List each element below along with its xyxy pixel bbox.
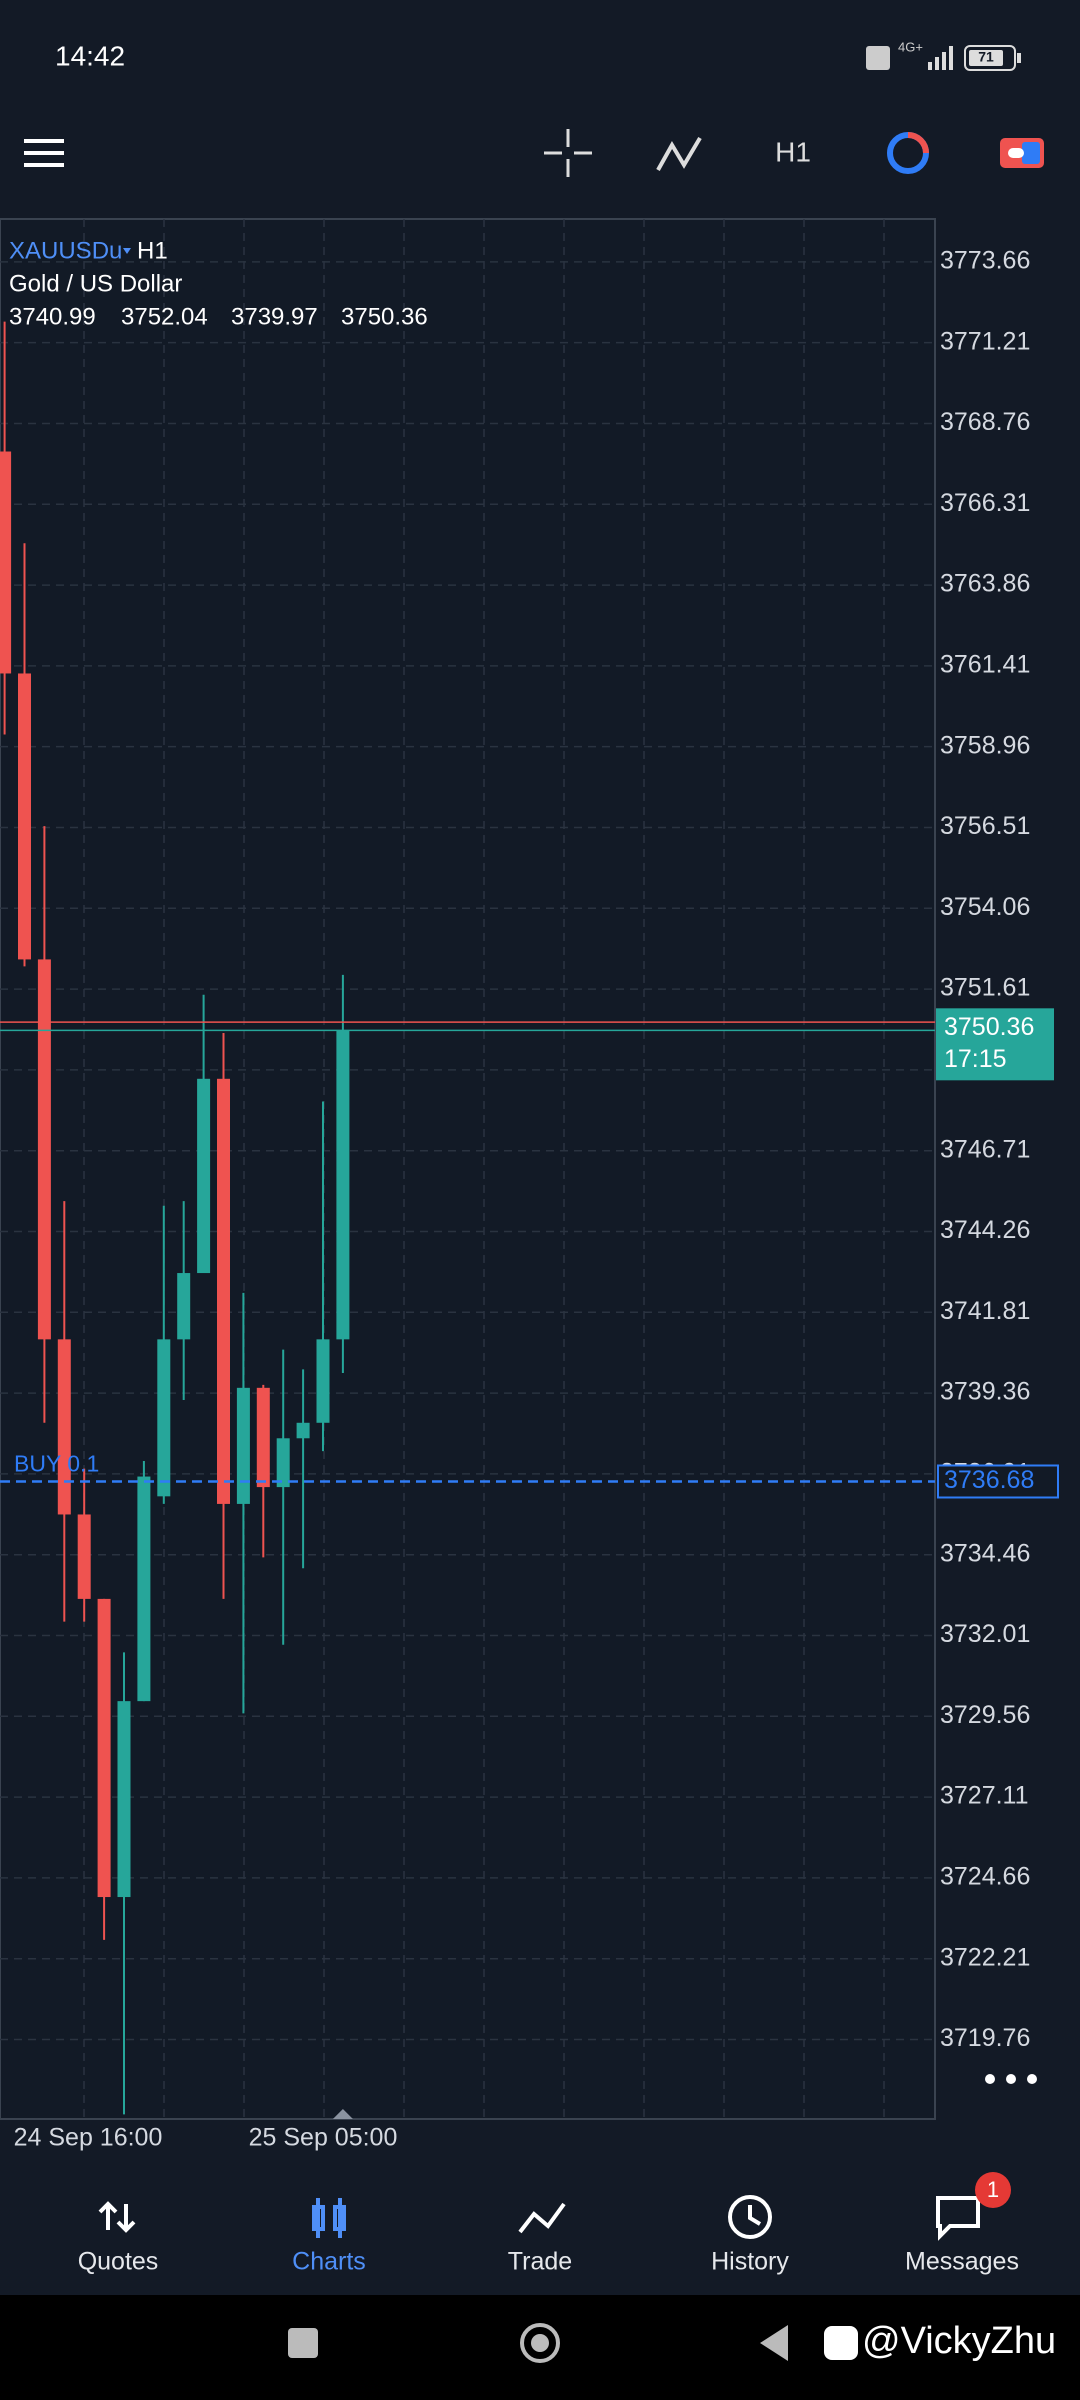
plot xyxy=(0,219,935,2119)
recent-button[interactable] xyxy=(288,2328,318,2358)
battery-level xyxy=(969,50,1003,66)
chart-area xyxy=(0,218,936,2120)
y-tick-label: 3751.61 xyxy=(940,974,1030,1002)
bid-price: 3750.36 xyxy=(944,1013,1034,1041)
candle-body xyxy=(117,1701,131,1898)
candle-body xyxy=(77,1514,91,1599)
status-time: 14:42 xyxy=(55,40,125,71)
candle-body xyxy=(256,1387,270,1488)
candle-body xyxy=(217,1078,230,1504)
y-tick-label: 3727.11 xyxy=(940,1782,1029,1810)
current-bar-marker xyxy=(332,2109,353,2119)
nav-label[interactable]: Trade xyxy=(508,2248,572,2276)
charts-icon[interactable] xyxy=(312,2198,346,2238)
bid-price-box xyxy=(936,1008,1054,1081)
oneclick-icon-part xyxy=(1022,142,1040,164)
candle-body xyxy=(137,1476,151,1702)
candle-body xyxy=(97,1598,111,1898)
nav-icons: 1 xyxy=(98,2172,1011,2241)
facebook-icon xyxy=(824,2326,858,2360)
battery-tip xyxy=(1017,53,1021,63)
battery-text: 71 xyxy=(978,49,994,65)
volte-icon xyxy=(866,46,890,70)
network-type: 4G+ xyxy=(898,39,923,54)
home-button-dot xyxy=(531,2334,549,2352)
candle-body xyxy=(236,1387,250,1504)
candle-body xyxy=(37,959,51,1340)
y-tick-label: 3768.76 xyxy=(940,408,1030,436)
chart-timeframe: H1 xyxy=(137,237,168,264)
ohlc-low: 3739.97 xyxy=(231,303,318,330)
more-icon[interactable] xyxy=(985,2074,1037,2084)
trade-nav-icon[interactable] xyxy=(518,2202,566,2234)
nav-label[interactable]: History xyxy=(711,2248,789,2276)
y-tick-label: 3763.86 xyxy=(940,570,1030,598)
candle-body xyxy=(177,1273,191,1340)
history-icon[interactable] xyxy=(728,2195,772,2239)
candle-body xyxy=(157,1339,171,1497)
y-tick-label: 3771.21 xyxy=(940,327,1030,355)
y-tick-label: 3761.41 xyxy=(940,650,1030,678)
nav-label[interactable]: Messages xyxy=(905,2248,1019,2276)
crosshair-icon[interactable] xyxy=(544,129,592,177)
bar-countdown: 17:15 xyxy=(944,1045,1007,1073)
x-tick-label: 25 Sep 05:00 xyxy=(249,2124,398,2152)
symbol-dropdown[interactable] xyxy=(123,248,131,254)
nav-label[interactable]: Quotes xyxy=(78,2248,159,2276)
candle-body xyxy=(316,1339,330,1423)
y-tick-label: 3734.46 xyxy=(940,1539,1030,1567)
y-tick-label: 3756.51 xyxy=(940,812,1030,840)
x-tick-label: 24 Sep 16:00 xyxy=(14,2124,163,2152)
order-price: 3736.68 xyxy=(944,1466,1034,1494)
timeframe-button[interactable]: H1 xyxy=(775,136,811,167)
y-tick-label: 3766.31 xyxy=(940,489,1030,517)
y-tick-label: 3746.71 xyxy=(940,1135,1030,1163)
home-button[interactable] xyxy=(520,2323,560,2363)
order-label: BUY 0.1 xyxy=(14,1451,99,1477)
y-tick-label: 3741.81 xyxy=(940,1297,1030,1325)
candle-body xyxy=(336,1030,350,1340)
nav-label[interactable]: Charts xyxy=(292,2248,366,2276)
badge xyxy=(975,2172,1011,2208)
oneclick-icon-knob xyxy=(1008,148,1024,158)
nav-bar xyxy=(0,2160,1080,2295)
candle-body xyxy=(18,673,31,960)
y-tick-label: 3754.06 xyxy=(940,893,1030,921)
watermark: @VickyZhu xyxy=(862,2320,1056,2362)
y-tick-label: 3739.36 xyxy=(940,1378,1030,1406)
candle-body xyxy=(197,1078,211,1274)
trade-icon-part xyxy=(907,132,929,154)
signal-icon xyxy=(928,46,953,70)
back-button[interactable] xyxy=(760,2325,788,2361)
y-tick-label: 3732.01 xyxy=(940,1620,1030,1648)
badge-count: 1 xyxy=(987,2177,999,2202)
quotes-icon[interactable] xyxy=(98,2201,136,2233)
symbol-description: Gold / US Dollar xyxy=(9,270,182,297)
indicator-icon[interactable] xyxy=(656,136,702,171)
symbol[interactable]: XAUUSDu xyxy=(9,237,122,264)
history-hands xyxy=(748,2205,762,2226)
candle-body xyxy=(296,1422,310,1439)
y-tick-label: 3744.26 xyxy=(940,1216,1030,1244)
y-tick-label: 3758.96 xyxy=(940,731,1030,759)
ohlc-high: 3752.04 xyxy=(121,303,208,330)
messages-icon[interactable] xyxy=(936,2196,980,2241)
menu-icon[interactable] xyxy=(24,139,64,167)
candle-body xyxy=(0,451,12,674)
order-price-box xyxy=(937,1464,1059,1499)
candle-body xyxy=(276,1438,290,1488)
y-tick-label: 3729.56 xyxy=(940,1701,1030,1729)
y-tick-label: 3719.76 xyxy=(940,2024,1030,2052)
ohlc-open: 3740.99 xyxy=(9,303,96,330)
ohlc-close: 3750.36 xyxy=(341,303,428,330)
battery-icon xyxy=(964,45,1016,71)
y-tick-label: 3722.21 xyxy=(940,1943,1030,1971)
y-tick-label: 3773.66 xyxy=(940,246,1030,274)
candle-body xyxy=(57,1339,71,1515)
y-tick-label: 3724.66 xyxy=(940,1863,1030,1891)
